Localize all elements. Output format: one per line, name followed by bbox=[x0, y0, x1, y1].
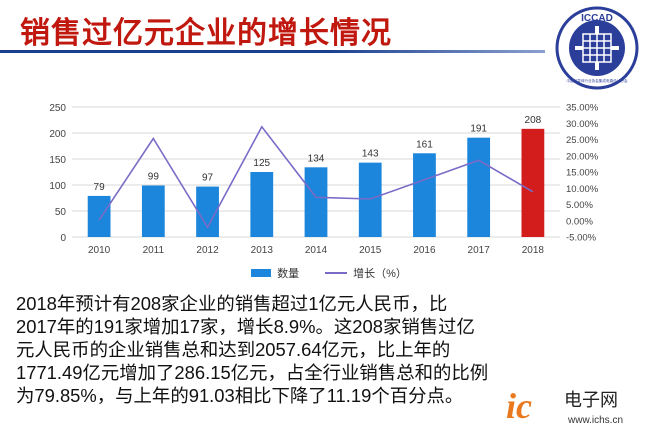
legend-swatch-bar bbox=[251, 269, 272, 277]
right-tick-label: 25.00% bbox=[566, 135, 599, 146]
bar bbox=[358, 162, 382, 237]
bar bbox=[304, 167, 328, 237]
x-axis-ticks: 2010 2011 2012 2013 2014 2015 2016 2017 2018 bbox=[88, 245, 544, 256]
watermark-url: www.ichs.cn bbox=[567, 415, 623, 426]
x-tick-label: 2014 bbox=[305, 245, 328, 256]
right-axis-ticks: -5.00% 0.00% 5.00% 10.00% 15.00% 20.00% 25.00%… bbox=[566, 103, 599, 244]
bar-data-label: 79 bbox=[94, 182, 106, 193]
bar-data-label: 143 bbox=[362, 149, 379, 160]
bar-data-label: 208 bbox=[525, 115, 542, 126]
bars-series bbox=[87, 128, 545, 237]
bar bbox=[87, 195, 111, 237]
watermark-brand: ic bbox=[506, 386, 532, 426]
sales-growth-chart: 0 50 100 150 200 250 -5.00% 0.00% 5.00% 10.00% 15… bbox=[49, 103, 599, 257]
left-tick-label: 100 bbox=[49, 181, 66, 192]
right-tick-label: 15.00% bbox=[566, 168, 599, 179]
watermark-logo: ic 电子网 www.ichs.cn bbox=[502, 382, 658, 428]
iccad-logo: ICCAD 中国半导体行业协会集成电路设计分会 bbox=[555, 6, 639, 90]
body-line: 2017年的191家增加17家，增长8.9%。这208家销售过亿 bbox=[16, 316, 475, 337]
legend-label-growth: 增长（%） bbox=[353, 268, 407, 280]
x-tick-label: 2012 bbox=[196, 245, 219, 256]
x-tick-label: 2018 bbox=[522, 245, 545, 256]
left-tick-label: 200 bbox=[49, 129, 66, 140]
logo-subtext: 中国半导体行业协会集成电路设计分会 bbox=[566, 78, 627, 83]
body-line: 元人民币的企业销售总和达到2057.64亿元，比上年的 bbox=[16, 339, 451, 360]
x-tick-label: 2011 bbox=[143, 245, 165, 256]
bar-data-labels: 79 99 97 125 134 143 161 191 208 bbox=[94, 115, 542, 193]
body-line: 为79.85%，与上年的91.03相比下降了11.19个百分点。 bbox=[16, 385, 464, 406]
left-axis-ticks: 0 50 100 150 200 250 bbox=[49, 103, 66, 244]
right-tick-label: 35.00% bbox=[566, 103, 599, 114]
growth-line-series bbox=[98, 125, 534, 229]
body-line: 1771.49亿元增加了286.15亿元，占全行业销售总和的比例 bbox=[16, 362, 489, 383]
right-tick-label: 10.00% bbox=[566, 184, 599, 195]
x-tick-label: 2016 bbox=[413, 245, 436, 256]
bar bbox=[467, 137, 491, 237]
left-tick-label: 250 bbox=[49, 103, 66, 114]
body-paragraph: 2018年预计有208家企业的销售超过1亿元人民币，比 2017年的191家增加… bbox=[16, 292, 646, 407]
growth-line bbox=[98, 125, 534, 229]
body-line: 2018年预计有208家企业的销售超过1亿元人民币，比 bbox=[16, 293, 448, 314]
bar bbox=[250, 172, 274, 237]
bar-data-label: 191 bbox=[470, 124, 487, 135]
bar bbox=[521, 128, 545, 237]
right-tick-label: -5.00% bbox=[566, 233, 597, 244]
right-tick-label: 5.00% bbox=[566, 200, 593, 211]
bar bbox=[141, 185, 165, 237]
left-tick-label: 0 bbox=[60, 233, 66, 244]
page-title: 销售过亿元企业的增长情况 bbox=[20, 17, 392, 50]
chart-legend: 数量 增长（%） bbox=[0, 264, 658, 282]
x-tick-label: 2015 bbox=[359, 245, 382, 256]
bar-data-label: 125 bbox=[253, 158, 270, 169]
bar-data-label: 99 bbox=[148, 172, 160, 183]
bar bbox=[413, 153, 436, 237]
bar-data-label: 161 bbox=[416, 139, 433, 150]
logo-text: ICCAD bbox=[581, 13, 613, 24]
x-tick-label: 2013 bbox=[251, 245, 274, 256]
legend-swatch-line bbox=[325, 272, 348, 274]
legend-label-count: 数量 bbox=[277, 268, 300, 280]
watermark-name: 电子网 bbox=[564, 390, 618, 411]
title-underline bbox=[0, 50, 545, 53]
left-tick-label: 50 bbox=[55, 207, 67, 218]
bar-data-label: 134 bbox=[308, 153, 325, 164]
bar-data-label: 97 bbox=[202, 173, 214, 184]
x-tick-label: 2017 bbox=[468, 245, 491, 256]
bar bbox=[196, 186, 219, 237]
legend-item-growth: 增长（%） bbox=[325, 265, 407, 281]
left-tick-label: 150 bbox=[49, 155, 66, 166]
legend-item-count: 数量 bbox=[251, 265, 299, 281]
right-tick-label: 20.00% bbox=[566, 151, 599, 162]
right-tick-label: 0.00% bbox=[566, 216, 593, 227]
x-tick-label: 2010 bbox=[88, 245, 111, 256]
right-tick-label: 30.00% bbox=[566, 119, 599, 130]
